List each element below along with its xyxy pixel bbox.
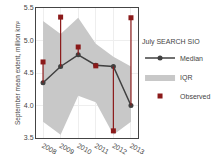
svg-text:2011: 2011 — [94, 142, 111, 156]
svg-text:Observed: Observed — [180, 93, 210, 100]
svg-text:July SEARCH SIO: July SEARCH SIO — [142, 38, 200, 46]
svg-text:IQR: IQR — [180, 74, 192, 82]
svg-text:Median: Median — [180, 55, 203, 62]
svg-text:5.0: 5.0 — [24, 37, 34, 44]
svg-text:2008: 2008 — [41, 142, 58, 156]
svg-text:4.5: 4.5 — [24, 69, 34, 76]
svg-text:2009: 2009 — [58, 142, 75, 156]
svg-text:3.5: 3.5 — [24, 134, 34, 141]
svg-text:4.0: 4.0 — [24, 102, 34, 109]
svg-text:2010: 2010 — [76, 142, 93, 156]
svg-text:2013: 2013 — [129, 142, 146, 156]
svg-text:September mean extent, million: September mean extent, million km² — [14, 20, 22, 125]
svg-text:5.5: 5.5 — [24, 4, 34, 11]
svg-text:2012: 2012 — [111, 142, 128, 156]
